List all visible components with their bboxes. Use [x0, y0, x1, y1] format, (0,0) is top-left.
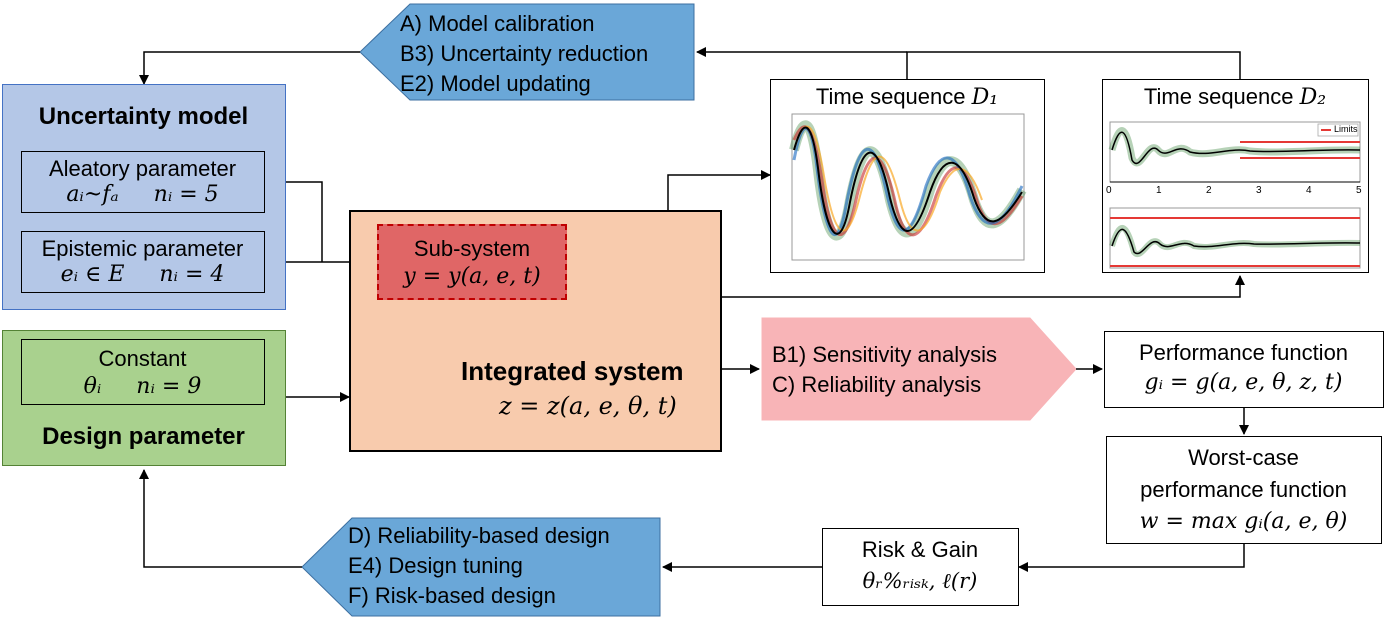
analysis-actions-shape [761, 317, 1077, 421]
analysis-sensitivity: B1) Sensitivity analysis [772, 342, 997, 367]
arrow-d1-feedback [906, 51, 1241, 79]
time-sequence-d1-box: Time sequence D₁ [770, 79, 1045, 273]
time-sequence-d2-label: Time sequence [1143, 84, 1300, 109]
d2-tick-5: 5 [1356, 185, 1362, 196]
bottom-actions-shape [301, 517, 661, 617]
uncertainty-model-box: Uncertainty model Aleatory parameter aᵢ~… [2, 84, 286, 310]
risk-gain-title: Risk & Gain [861, 537, 979, 562]
aleatory-formula: aᵢ~fₐ nᵢ = 5 [66, 182, 219, 207]
time-seq-1-plot [789, 113, 1027, 261]
aleatory-parameter-box: Aleatory parameter aᵢ~fₐ nᵢ = 5 [21, 151, 265, 213]
analysis-actions: B1) Sensitivity analysis C) Reliability … [772, 340, 997, 400]
risk-gain-box: Risk & Gain θᵣ%ᵣᵢₛₖ, ℓ(r) [822, 528, 1019, 606]
design-parameter-box: Constant θᵢ nᵢ = 9 Design parameter [2, 330, 286, 466]
bottom-actions: D) Reliability-based design E4) Design t… [348, 521, 610, 611]
time-sequence-d1-symbol: D₁ [971, 85, 999, 110]
worst-case-formula: w = max gᵢ(a, e, θ) [1139, 509, 1348, 534]
uncertainty-model-title: Uncertainty model [38, 103, 249, 130]
arrow-calibration-to-uncertainty [139, 51, 360, 85]
worst-case-box: Worst-case performance function w = max … [1106, 436, 1382, 544]
time-seq-2-plot-upper [1108, 121, 1361, 183]
design-parameter-title: Design parameter [42, 423, 245, 450]
top-action-uncertainty-reduction: B3) Uncertainty reduction [400, 41, 649, 66]
top-actions-shape [359, 3, 695, 101]
performance-function-formula: gᵢ = g(a, e, θ, z, t) [1144, 370, 1343, 395]
d2-tick-2: 2 [1206, 185, 1212, 196]
worst-case-line1: Worst-case [1188, 445, 1299, 470]
risk-gain-formula: θᵣ%ᵣᵢₛₖ, ℓ(r) [862, 569, 978, 593]
aleatory-label: Aleatory parameter [48, 156, 237, 181]
d2-tick-3: 3 [1256, 185, 1262, 196]
top-action-model-updating: E2) Model updating [400, 71, 591, 96]
arrow-worst-to-risk [1018, 544, 1245, 572]
time-sequence-d1-label: Time sequence [815, 84, 972, 109]
time-sequence-d2-symbol: D₂ [1299, 85, 1327, 110]
performance-function-title: Performance function [1138, 340, 1349, 365]
epistemic-formula: eᵢ ∈ E nᵢ = 4 [60, 262, 225, 287]
time-sequence-d2-title: Time sequence D₂ [1103, 84, 1367, 110]
bottom-action-design-tuning: E4) Design tuning [348, 553, 523, 578]
bottom-action-reliability-based-design: D) Reliability-based design [348, 523, 610, 548]
worst-case-line2: performance function [1140, 477, 1347, 502]
epistemic-parameter-box: Epistemic parameter eᵢ ∈ E nᵢ = 4 [21, 231, 265, 293]
integrated-system-title: Integrated system [461, 356, 684, 386]
time-sequence-d2-box: Time sequence D₂ [1102, 79, 1369, 273]
epistemic-label: Epistemic parameter [41, 236, 244, 261]
subsystem-formula: y = y(a, e, t) [403, 264, 541, 289]
analysis-reliability: C) Reliability analysis [772, 372, 982, 397]
integrated-system-formula: z = z(a, e, θ, t) [499, 392, 677, 420]
integrated-system-box: Sub-system y = y(a, e, t) Integrated sys… [349, 210, 722, 452]
constant-formula: θᵢ nᵢ = 9 [83, 374, 202, 399]
arrow-integrated-to-d2 [722, 275, 1245, 298]
bottom-action-risk-based-design: F) Risk-based design [348, 583, 556, 608]
d2-tick-4: 4 [1306, 185, 1312, 196]
constant-label: Constant [98, 346, 187, 371]
d2-legend-label: Limits [1334, 124, 1358, 134]
time-sequence-d1-title: Time sequence D₁ [771, 84, 1043, 110]
subsystem-box: Sub-system y = y(a, e, t) [377, 224, 567, 300]
arrow-design-to-parameter [139, 469, 302, 568]
top-actions: A) Model calibration B3) Uncertainty red… [400, 9, 648, 99]
d2-tick-1: 1 [1156, 185, 1162, 196]
performance-function-box: Performance function gᵢ = g(a, e, θ, z, … [1104, 331, 1384, 408]
d2-tick-0: 0 [1106, 185, 1112, 196]
subsystem-label: Sub-system [413, 236, 531, 261]
top-action-model-calibration: A) Model calibration [400, 11, 595, 36]
time-seq-2-plot-lower [1109, 207, 1361, 269]
constant-box: Constant θᵢ nᵢ = 9 [21, 339, 265, 405]
